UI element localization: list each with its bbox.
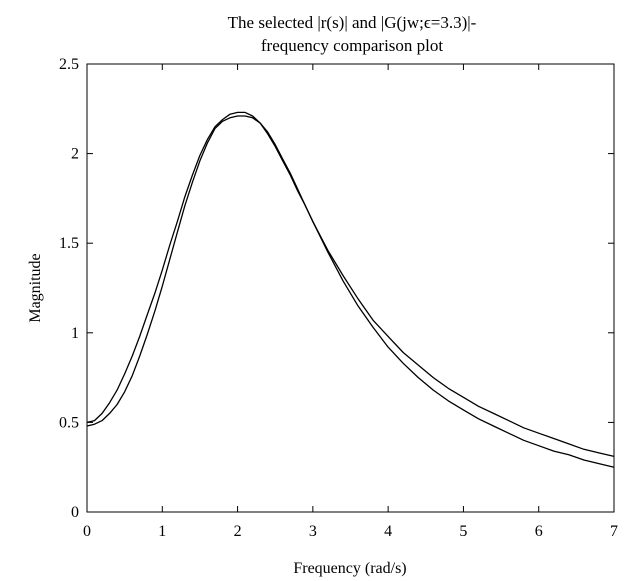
y-tick-label: 1.5 — [59, 235, 79, 252]
x-tick-label: 1 — [158, 523, 166, 540]
series-line-1 — [86, 111, 615, 458]
x-tick-label: 4 — [384, 523, 392, 540]
x-tick-label: 6 — [535, 523, 543, 540]
series-lines — [86, 111, 615, 468]
y-tick-label: 2 — [71, 146, 79, 163]
y-tick-label: 0.5 — [59, 414, 79, 431]
x-tick-label: 0 — [83, 523, 91, 540]
y-axis-label: Magnitude — [27, 253, 44, 322]
x-tick-label: 3 — [309, 523, 317, 540]
x-tick-label: 2 — [234, 523, 242, 540]
x-tick-label: 5 — [459, 523, 467, 540]
plot-area — [86, 63, 615, 513]
x-axis: 0 1 2 3 4 5 6 7 — [83, 64, 618, 540]
y-tick-label: 2.5 — [59, 56, 79, 73]
y-tick-label: 1 — [71, 325, 79, 342]
y-tick-label: 0 — [71, 504, 79, 521]
y-axis: 0 0.5 1 1.5 2 2.5 — [59, 56, 614, 521]
series-line-2 — [86, 115, 615, 468]
x-tick-label: 7 — [610, 523, 618, 540]
chart-title-line2: frequency comparison plot — [261, 36, 443, 55]
x-axis-label: Frequency (rad/s) — [293, 560, 406, 577]
chart-title-line1: The selected |r(s)| and |G(jw;ϵ=3.3)|- — [228, 13, 477, 32]
